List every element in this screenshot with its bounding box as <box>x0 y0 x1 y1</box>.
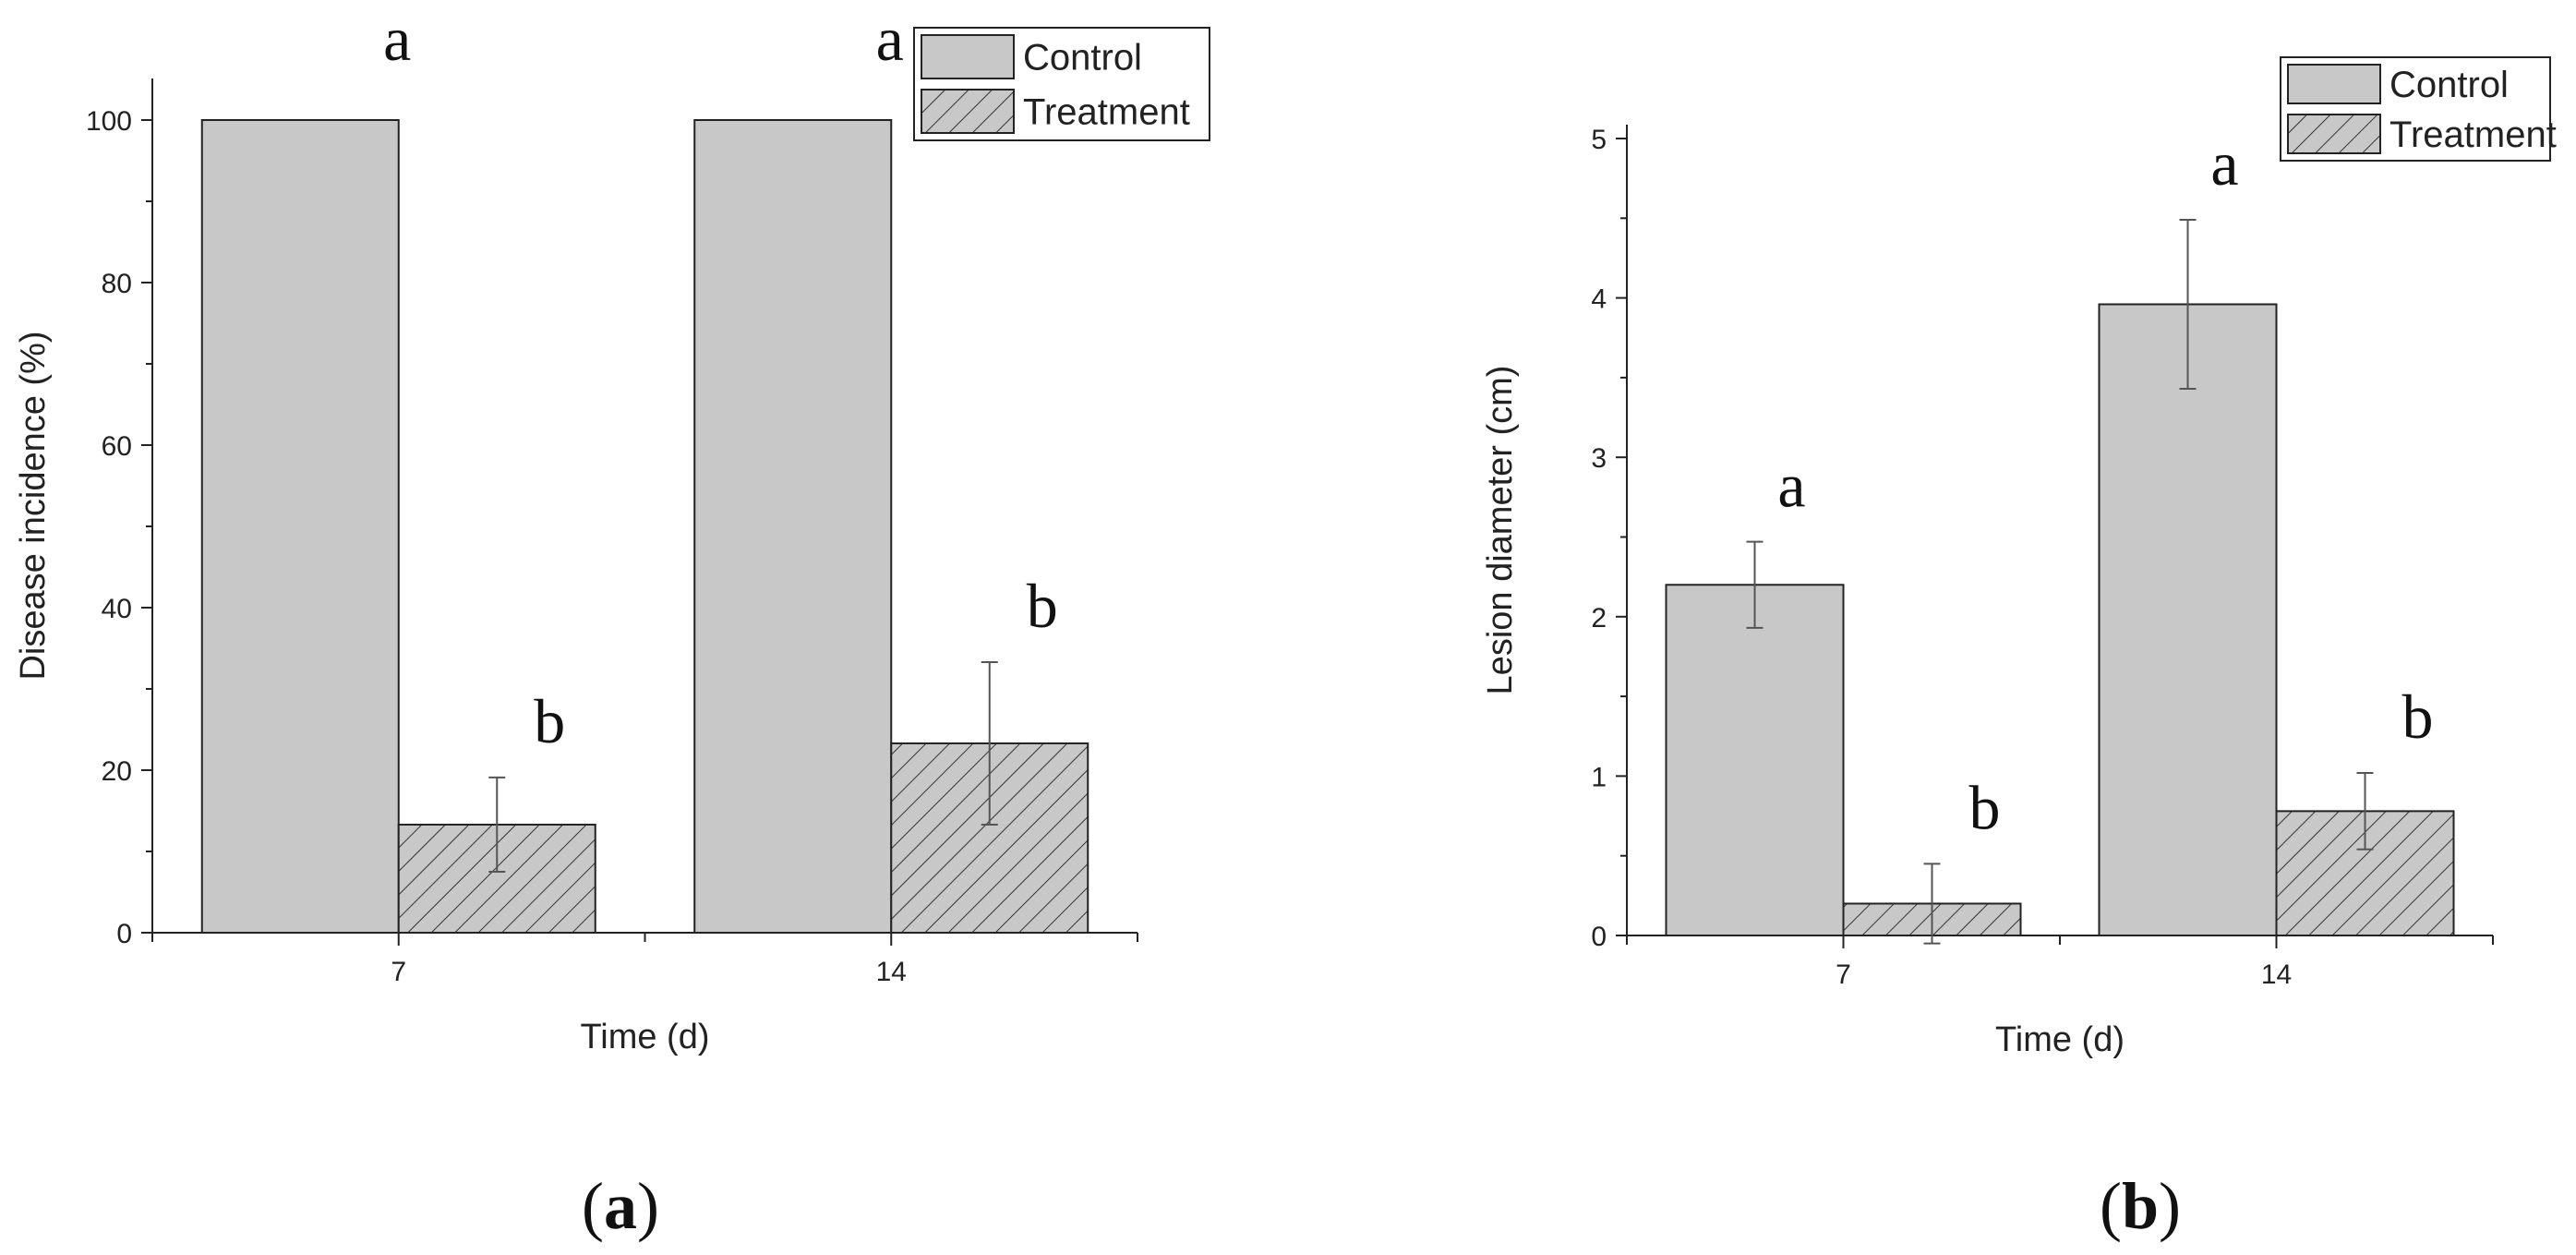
panel-tag-open: ( <box>2100 1169 2122 1243</box>
y-tick-label: 4 <box>1591 284 1607 315</box>
y-tick-label: 3 <box>1591 443 1607 474</box>
y-axis-title: Lesion diameter (cm) <box>1481 366 1520 695</box>
legend-label-treatment: Treatment <box>1023 92 1190 133</box>
panel-tag: (b) <box>2100 1169 2181 1243</box>
bar-control-7 <box>200 119 400 934</box>
y-tick-label: 1 <box>1591 762 1607 792</box>
y-tick-label: 0 <box>1591 922 1607 952</box>
chart-panel-a: 0 20 40 60 80 100 Disease incidence (%) 7 14 Time… <box>14 4 1210 1243</box>
significance-letter: b <box>534 686 565 756</box>
panel-tag-letter: a <box>604 1169 637 1243</box>
panel-tag-letter: b <box>2122 1169 2159 1243</box>
y-tick-label: 60 <box>102 431 132 462</box>
panel-tag-close: ) <box>637 1169 659 1243</box>
legend-swatch-treatment <box>921 89 1015 134</box>
y-tick-label: 5 <box>1591 125 1607 155</box>
legend-swatch-control <box>921 34 1015 79</box>
x-axis-title: Time (d) <box>1995 1020 2125 1059</box>
y-tick-label: 40 <box>102 594 132 624</box>
bar-control-14 <box>693 119 893 934</box>
bar-control-14 <box>2098 303 2278 936</box>
legend: Control Treatment <box>913 27 1210 141</box>
significance-letter: a <box>1777 451 1805 521</box>
x-tick-label: 14 <box>876 957 907 987</box>
panel-tag: (a) <box>582 1169 659 1243</box>
significance-letter: b <box>1969 772 2001 842</box>
x-tick-label: 14 <box>2261 959 2292 990</box>
x-tick-label: 7 <box>391 957 406 987</box>
significance-letter: a <box>876 4 904 74</box>
y-tick-label: 100 <box>86 106 132 137</box>
y-tick-label: 20 <box>102 756 132 787</box>
bar-control-7 <box>1665 584 1845 937</box>
panel-tag-open: ( <box>582 1169 604 1243</box>
legend: Control Treatment <box>2280 56 2557 162</box>
y-tick-label: 0 <box>116 919 132 949</box>
legend-swatch-treatment <box>2287 114 2381 154</box>
legend-swatch-control <box>2287 64 2381 104</box>
legend-label-control: Control <box>2389 65 2509 105</box>
significance-letter: b <box>1027 571 1058 641</box>
chart-panel-b: 0 1 2 3 4 5 Lesion diameter (cm) 7 14 Time (d) a b a… <box>1481 56 2557 1243</box>
panel-tag-close: ) <box>2159 1169 2181 1243</box>
significance-letter: a <box>383 4 411 74</box>
y-axis-title: Disease incidence (%) <box>14 331 53 680</box>
significance-letter: a <box>2210 128 2238 199</box>
y-tick-label: 80 <box>102 269 132 299</box>
legend-label-treatment: Treatment <box>2389 115 2557 155</box>
legend-label-control: Control <box>1023 38 1142 78</box>
x-tick-label: 7 <box>1836 959 1851 990</box>
x-axis-title: Time (d) <box>580 1018 709 1056</box>
y-tick-label: 2 <box>1591 603 1607 634</box>
significance-letter: b <box>2402 682 2434 752</box>
